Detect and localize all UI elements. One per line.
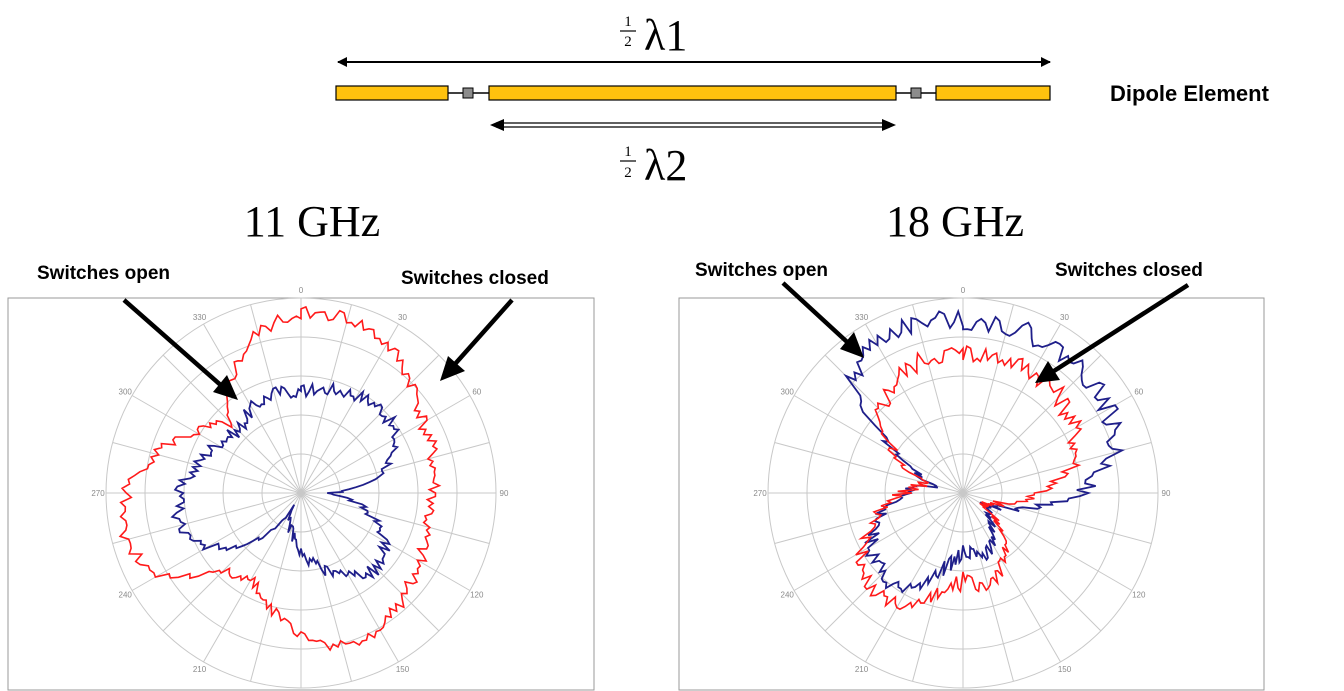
dipole-element-label: Dipole Element <box>1110 81 1270 106</box>
angle-tick-label: 300 <box>781 388 795 397</box>
plot-11ghz-open-pointer-arrow <box>122 298 234 397</box>
plot-18ghz-closed-label: Switches closed <box>1055 260 1203 281</box>
lambda1-fraction-num: 1 <box>624 14 632 30</box>
plot-18ghz-open-pointer-arrow <box>781 281 860 354</box>
plot-11ghz-open-pointer-head <box>213 375 238 400</box>
plot-11ghz-grid <box>105 297 497 689</box>
lambda2-fraction-num: 1 <box>624 144 632 160</box>
angle-tick-label: 270 <box>753 489 767 498</box>
plot-18ghz-open-label: Switches open <box>695 260 828 281</box>
dipole-element <box>335 85 1051 101</box>
angle-tick-label: 150 <box>1058 665 1072 674</box>
plot-11ghz-switches-closed-trace <box>118 305 442 652</box>
angle-tick-label: 120 <box>470 591 484 600</box>
plot-18ghz-switches-closed-trace <box>855 345 1083 611</box>
angle-tick-label: 330 <box>193 313 207 322</box>
polar-plot-11ghz: 11 GHz Switches open Switches closed 0 30… <box>7 197 595 691</box>
plot-18ghz-title: 18 GHz <box>886 197 1024 246</box>
plot-18ghz-switches-open-trace <box>843 308 1126 594</box>
plot-11ghz-tick-labels: 0306090120150180210240270300330 <box>91 286 509 674</box>
angle-tick-label: 210 <box>193 665 207 674</box>
plot-11ghz-open-label: Switches open <box>37 263 170 284</box>
plot-18ghz-open-pointer-head <box>840 332 864 358</box>
lambda2-arrowhead-right <box>882 119 896 131</box>
angle-tick-label: 240 <box>781 591 795 600</box>
plot-18ghz-tick-labels: 0306090120150180210240270300330 <box>753 286 1171 674</box>
angle-tick-label: 90 <box>1162 489 1171 498</box>
plot-18ghz-frame <box>678 297 1265 691</box>
lambda1-dimension: 1 2 λ1 <box>337 11 1051 67</box>
lambda2-dimension: 1 2 λ2 <box>490 119 896 190</box>
lambda1-fraction-den: 2 <box>624 34 632 50</box>
dipole-segment-left <box>335 85 449 101</box>
polar-plot-18ghz: 18 GHz Switches open Switches closed 0 30… <box>678 197 1265 691</box>
plot-18ghz-grid <box>767 297 1159 689</box>
plot-18ghz-closed-pointer-head <box>1035 361 1060 383</box>
plot-11ghz-closed-label: Switches closed <box>401 268 549 289</box>
plot-11ghz-title: 11 GHz <box>244 197 380 246</box>
dipole-segment-center <box>488 85 897 101</box>
angle-tick-label: 0 <box>961 286 966 295</box>
angle-tick-label: 150 <box>396 665 410 674</box>
angle-tick-label: 30 <box>398 313 407 322</box>
lambda1-symbol: λ1 <box>644 11 687 60</box>
angle-tick-label: 210 <box>855 665 869 674</box>
plot-11ghz-switches-open-trace <box>170 381 401 580</box>
angle-tick-label: 30 <box>1060 313 1069 322</box>
angle-tick-label: 300 <box>119 388 133 397</box>
dipole-segment-right <box>935 85 1051 101</box>
plot-11ghz-closed-pointer-arrow <box>445 298 514 375</box>
lambda2-symbol: λ2 <box>644 141 687 190</box>
dipole-switch-left <box>462 87 474 99</box>
dipole-switch-right <box>910 87 922 99</box>
angle-tick-label: 0 <box>299 286 304 295</box>
angle-tick-label: 270 <box>91 489 105 498</box>
angle-tick-label: 240 <box>119 591 133 600</box>
angle-tick-label: 60 <box>472 388 481 397</box>
angle-tick-label: 60 <box>1134 388 1143 397</box>
angle-tick-label: 330 <box>855 313 869 322</box>
lambda2-fraction-den: 2 <box>624 165 632 181</box>
angle-tick-label: 120 <box>1132 591 1146 600</box>
plot-11ghz-closed-pointer-head <box>440 356 465 381</box>
lambda2-arrowhead-left <box>490 119 504 131</box>
angle-tick-label: 90 <box>500 489 509 498</box>
plot-18ghz-closed-pointer-arrow <box>1041 283 1190 380</box>
